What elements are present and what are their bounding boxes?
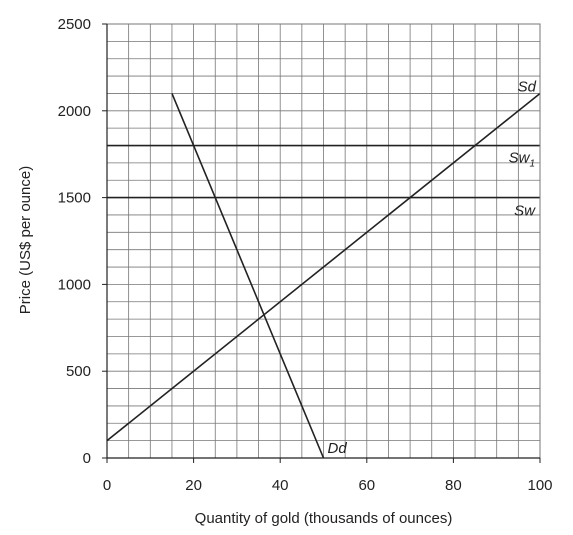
- series-label-dd: Dd: [328, 440, 348, 457]
- series-line-dd: [171, 93, 325, 459]
- series-label-sd: Sd: [518, 78, 537, 95]
- y-axis-title: Price (US$ per ounce): [17, 166, 34, 314]
- x-tick-label: 0: [103, 477, 111, 494]
- y-tick-label: 0: [83, 450, 91, 467]
- x-tick-label: 80: [445, 477, 462, 494]
- series-label-sw1: Sw1: [509, 150, 535, 170]
- x-axis-title: Quantity of gold (thousands of ounces): [195, 510, 453, 527]
- y-tick-label: 1000: [58, 276, 91, 293]
- series-label-sw: Sw: [514, 203, 536, 220]
- series-labels: Dd Sd Sw1 Sw: [328, 78, 537, 457]
- axes: [102, 23, 541, 463]
- x-tick-label: 100: [527, 477, 552, 494]
- series-layer: [106, 92, 541, 459]
- x-tick-label: 40: [272, 477, 289, 494]
- y-tick-label: 1500: [58, 190, 91, 207]
- y-tick-label: 500: [66, 363, 91, 380]
- x-tick-label: 20: [185, 477, 202, 494]
- x-tick-label: 60: [358, 477, 375, 494]
- y-tick-label: 2000: [58, 103, 91, 120]
- y-tick-label: 2500: [58, 16, 91, 33]
- grid: [107, 24, 540, 458]
- series-line-sd: [106, 92, 541, 442]
